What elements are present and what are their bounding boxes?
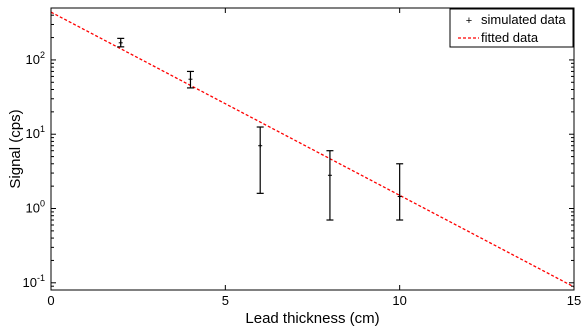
y-tick-label: 10-1 <box>23 273 45 290</box>
y-tick-base: 10 <box>26 126 40 141</box>
y-tick-exponent: -1 <box>37 273 45 283</box>
x-tick-label: 0 <box>47 293 54 308</box>
y-tick-exponent: 2 <box>40 50 45 60</box>
legend-simulated-marker: + <box>466 15 472 27</box>
y-axis-label: Signal (cps) <box>7 109 24 188</box>
data-point-group <box>256 126 264 194</box>
data-point-group <box>326 150 334 221</box>
legend-box <box>449 8 574 48</box>
data-point-group <box>396 163 404 221</box>
x-tick-label: 5 <box>222 293 229 308</box>
x-tick-label: 10 <box>392 293 406 308</box>
y-tick-exponent: 0 <box>40 199 45 209</box>
x-axis-label: Lead thickness (cm) <box>245 310 379 327</box>
y-tick-label: 101 <box>26 124 45 141</box>
fitted-series <box>50 11 575 288</box>
legend: + simulated data fitted data <box>449 8 574 48</box>
axes <box>50 7 575 291</box>
data-point-group <box>186 70 194 89</box>
y-tick-base: 10 <box>23 275 37 290</box>
legend-fitted-label: fitted data <box>481 30 539 45</box>
y-tick-label: 100 <box>26 199 45 216</box>
y-tick-label: 102 <box>26 50 45 67</box>
fitted-line <box>50 11 575 288</box>
axes-frame <box>50 7 575 291</box>
simulated-series <box>117 37 404 221</box>
x-tick-label: 15 <box>567 293 581 308</box>
y-tick-exponent: 1 <box>40 124 45 134</box>
legend-simulated-label: simulated data <box>481 12 566 27</box>
y-tick-base: 10 <box>26 201 40 216</box>
data-point-group <box>117 37 125 48</box>
y-tick-base: 10 <box>26 52 40 67</box>
